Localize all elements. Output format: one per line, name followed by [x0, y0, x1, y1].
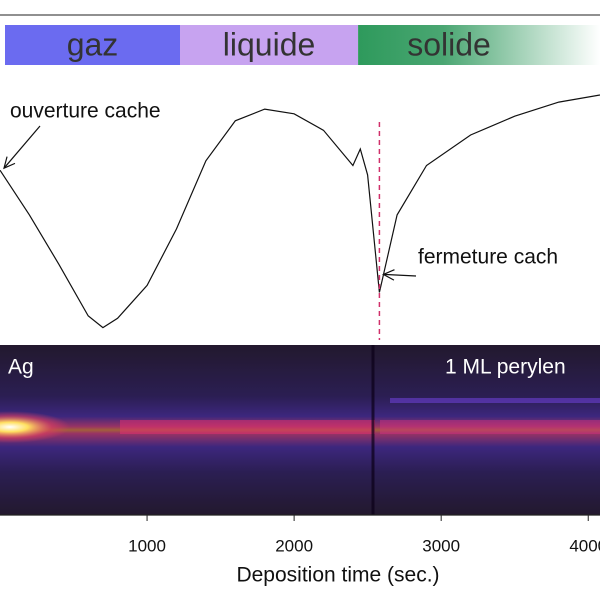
annotation-arrowhead	[3, 156, 16, 170]
annotation-arrowhead	[382, 269, 395, 281]
x-tick-label: 4000	[569, 536, 600, 555]
phase-band	[358, 25, 600, 65]
x-axis-label: Deposition time (sec.)	[236, 564, 439, 587]
image-label: Ag	[8, 356, 34, 379]
x-axis-ticks: 1000 2000 3000 4000	[128, 515, 600, 555]
phase-label: gaz	[67, 26, 119, 62]
x-tick-label: 3000	[422, 536, 460, 555]
heatmap-streak	[120, 420, 375, 434]
annotation: fermeture cach	[418, 246, 558, 269]
data-line	[0, 94, 600, 329]
phase-label: liquide	[223, 26, 316, 62]
annotation-arrow	[383, 273, 417, 277]
phase-band	[180, 25, 359, 65]
annotation: ouverture cache	[10, 100, 161, 123]
heatmap-streak	[380, 420, 600, 434]
heatmap-streak	[390, 398, 600, 403]
annotation-arrow	[3, 125, 41, 169]
image-panel: Ag 1 ML perylen	[0, 345, 600, 515]
image-label: 1 ML perylen	[445, 356, 566, 379]
phase-bar: gaz liquide solide	[5, 25, 600, 65]
x-tick-label: 1000	[128, 536, 166, 555]
heatmap-hotspot	[0, 411, 70, 443]
phase-label: solide	[407, 26, 491, 62]
x-tick-label: 2000	[275, 536, 313, 555]
phase-band	[5, 25, 180, 65]
plot: ouverture cache fermeture cach	[0, 94, 600, 340]
